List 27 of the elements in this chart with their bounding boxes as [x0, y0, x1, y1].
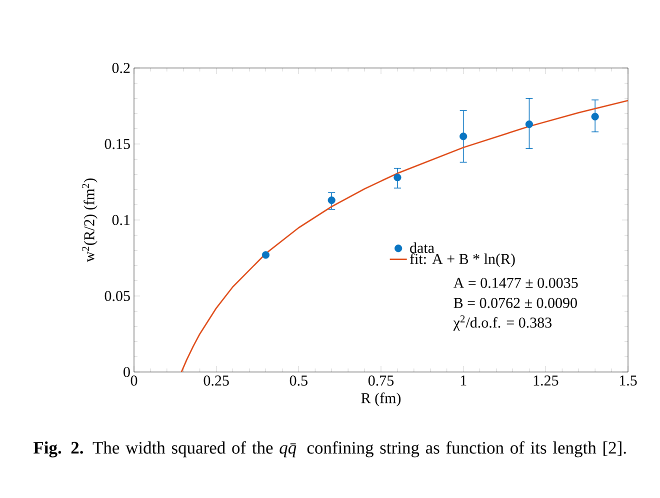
x-tick-label: 0.75: [368, 376, 394, 386]
legend-label: fit: A + B * ln(R): [410, 253, 515, 268]
y-tick-label: 0.2: [112, 62, 130, 74]
x-tick-label: 1.5: [620, 376, 637, 386]
x-tick-label: 0.5: [290, 376, 308, 386]
annotation: A = 0.1477 ± 0.0035: [453, 278, 578, 288]
y-tick-label: 0.05: [104, 290, 130, 302]
y-axis-title: w$^{2}$(R/2) (fm$^{2}$): [82, 178, 98, 262]
y-tick-label: 0.15: [104, 138, 130, 150]
annotation: χ$^{2}$/d.o.f. = 0.383: [453, 315, 552, 331]
point: [525, 120, 534, 128]
point: [262, 251, 270, 259]
x-tick-label: 0.25: [204, 376, 229, 386]
y-tick-label: 0.1: [112, 214, 130, 226]
line-series: [180, 100, 628, 372]
point: [591, 112, 599, 120]
legend-label: data: [410, 242, 434, 253]
point: [328, 196, 336, 204]
point: [394, 174, 402, 182]
y-tick-label: 0: [124, 366, 130, 378]
annotation: B = 0.0762 ± 0.0090: [454, 298, 577, 308]
x-tick-label: 0: [130, 376, 138, 386]
x-axis-title: R (fm): [361, 392, 401, 406]
point: [460, 132, 468, 140]
text: Fig. 2. The width squared of the qq̄ confining string as function of its length [2].: [33, 441, 626, 458]
x-tick-label: 1.25: [534, 376, 558, 386]
x-tick-label: 1: [460, 376, 466, 386]
